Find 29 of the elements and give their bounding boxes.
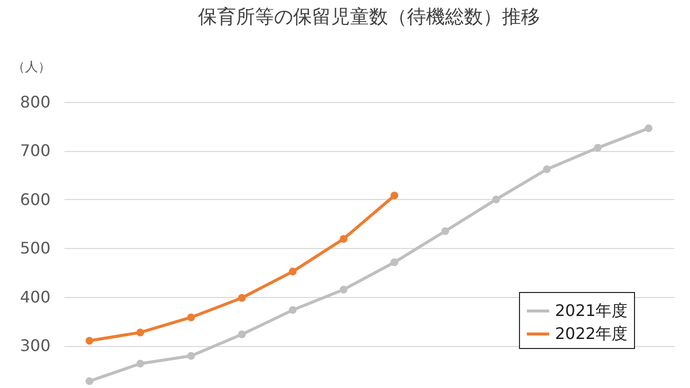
point bbox=[441, 227, 450, 235]
legend-label: 2022年度 bbox=[555, 324, 628, 343]
y-tick-label: 700 bbox=[20, 141, 50, 160]
point bbox=[136, 328, 144, 336]
point bbox=[187, 352, 195, 360]
point bbox=[390, 258, 398, 266]
y-tick-label: 500 bbox=[20, 238, 50, 258]
point bbox=[288, 268, 297, 276]
legend-label: 2021年度 bbox=[555, 301, 628, 320]
point bbox=[340, 286, 348, 294]
chart-title: 保育所等の保留児童数（待機総数）推移 bbox=[198, 6, 540, 28]
point bbox=[594, 144, 602, 152]
point bbox=[187, 313, 195, 322]
y-tick-label: 400 bbox=[20, 287, 50, 306]
point bbox=[390, 192, 398, 200]
point bbox=[644, 124, 652, 132]
point bbox=[543, 165, 551, 174]
y-tick-label: 600 bbox=[20, 190, 50, 209]
point bbox=[238, 330, 246, 338]
y-tick-label: 300 bbox=[20, 336, 50, 356]
point bbox=[238, 294, 246, 302]
point bbox=[288, 306, 297, 314]
point bbox=[492, 196, 500, 204]
point bbox=[86, 377, 94, 386]
point bbox=[136, 360, 144, 368]
point bbox=[340, 235, 348, 243]
y-tick-label: 800 bbox=[20, 92, 50, 112]
point bbox=[86, 336, 94, 345]
y-axis-title: （人） bbox=[12, 60, 51, 75]
